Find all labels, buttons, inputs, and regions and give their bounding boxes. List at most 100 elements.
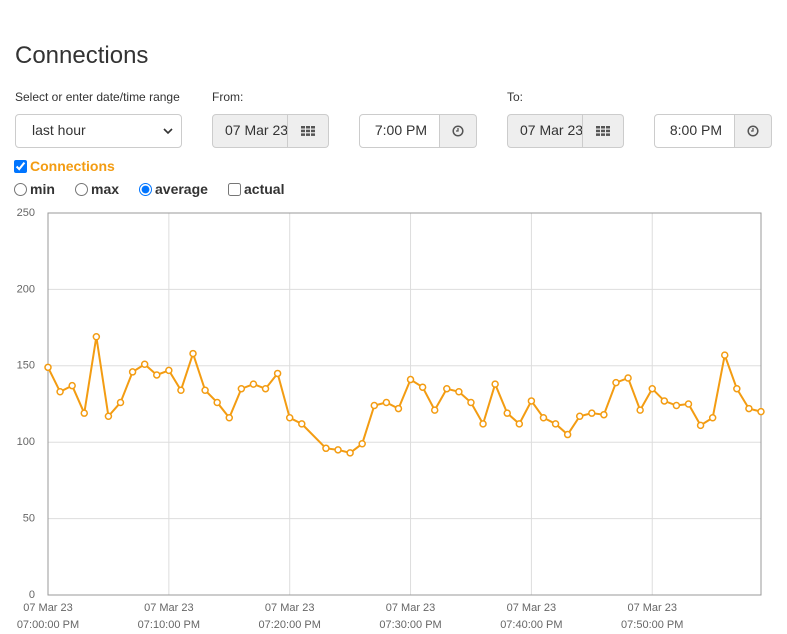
clock-icon	[452, 125, 464, 137]
clock-button[interactable]	[440, 114, 477, 148]
data-point	[92, 333, 101, 341]
x-tick-label: 07 Mar 23	[23, 602, 73, 614]
calendar-icon	[596, 126, 610, 136]
chevron-icon	[163, 128, 173, 135]
data-point	[189, 349, 197, 358]
statistic-option: max	[75, 181, 119, 197]
statistic-checkbox[interactable]	[228, 182, 241, 196]
y-tick-label: 0	[29, 589, 35, 601]
data-point	[44, 363, 52, 372]
data-point	[418, 383, 427, 391]
data-point	[636, 406, 644, 414]
x-tick-label: 07:50:00 PM	[621, 619, 683, 631]
calendar-button[interactable]	[583, 114, 624, 148]
data-point	[334, 446, 342, 454]
data-point	[165, 366, 173, 375]
range-label: Select or enter date/time range	[15, 90, 180, 104]
data-point	[708, 414, 717, 422]
data-point	[298, 420, 306, 428]
data-point	[660, 397, 669, 405]
data-point	[116, 398, 125, 407]
series-checkbox[interactable]	[14, 159, 27, 173]
data-point	[285, 414, 294, 422]
data-point	[588, 409, 596, 417]
from-label: From:	[212, 90, 244, 104]
data-point	[225, 414, 234, 422]
data-point	[503, 409, 511, 417]
data-point	[551, 420, 560, 428]
data-point	[249, 380, 258, 388]
statistic-label: min	[30, 181, 55, 197]
data-point	[684, 400, 693, 408]
statistic-radio[interactable]	[75, 182, 88, 196]
series-toggle: Connections	[14, 158, 115, 174]
data-point	[527, 397, 536, 405]
data-point	[600, 410, 608, 419]
statistic-radio[interactable]	[139, 182, 152, 196]
data-point	[370, 401, 379, 410]
statistic-option: average	[139, 181, 208, 197]
clock-icon	[747, 125, 759, 137]
y-tick-label: 100	[17, 436, 35, 448]
y-tick-label: 150	[17, 360, 35, 372]
data-point	[394, 404, 403, 413]
x-tick-label: 07:30:00 PM	[379, 619, 441, 631]
x-tick-label: 07:20:00 PM	[259, 619, 321, 631]
data-point	[624, 374, 632, 382]
data-point	[273, 369, 282, 378]
calendar-button[interactable]	[288, 114, 329, 148]
data-point	[672, 401, 681, 410]
statistic-radio[interactable]	[14, 182, 27, 196]
y-tick-label: 250	[17, 207, 35, 219]
statistic-label: average	[155, 181, 208, 197]
data-point	[648, 384, 656, 393]
data-point	[128, 368, 137, 376]
data-point	[612, 378, 620, 387]
from-time[interactable]: 7:00 PM	[359, 114, 440, 148]
data-point	[56, 388, 64, 396]
statistic-label: actual	[244, 181, 285, 197]
data-point	[140, 360, 149, 369]
data-point	[757, 407, 765, 416]
data-point	[491, 380, 499, 388]
data-point	[733, 384, 741, 393]
to-time[interactable]: 8:00 PM	[654, 114, 735, 148]
x-tick-label: 07:10:00 PM	[138, 619, 200, 631]
to-date[interactable]: 07 Mar 23	[507, 114, 583, 148]
page-title: Connections	[15, 42, 149, 69]
plot-border	[47, 212, 762, 596]
data-point	[479, 420, 487, 428]
y-tick-label: 200	[17, 283, 35, 295]
data-point	[104, 412, 113, 420]
from-date[interactable]: 07 Mar 23	[212, 114, 288, 148]
x-tick-label: 07:40:00 PM	[500, 619, 562, 631]
x-tick-label: 07 Mar 23	[144, 602, 194, 614]
data-point	[261, 384, 270, 393]
data-point	[515, 420, 524, 428]
statistic-option: actual	[228, 181, 284, 197]
x-tick-label: 07 Mar 23	[627, 602, 677, 614]
data-point	[382, 398, 391, 407]
x-tick-label: 07 Mar 23	[386, 602, 436, 614]
y-tick-label: 50	[23, 513, 35, 525]
data-point	[539, 414, 548, 422]
data-point	[153, 371, 161, 379]
x-tick-label: 07 Mar 23	[507, 602, 557, 614]
data-point	[80, 409, 89, 417]
range-select[interactable]: last hour	[15, 114, 182, 148]
data-point	[720, 351, 729, 359]
series-line	[47, 336, 762, 454]
data-point	[745, 404, 753, 413]
statistic-label: max	[91, 181, 120, 197]
data-point	[443, 384, 451, 393]
clock-button[interactable]	[735, 114, 772, 148]
data-point	[177, 386, 185, 394]
data-point	[237, 384, 246, 393]
data-point	[358, 439, 366, 448]
range-value: last hour	[32, 122, 86, 138]
data-point	[322, 444, 330, 453]
statistic-option: min	[14, 181, 55, 197]
data-point	[696, 421, 705, 430]
chart: 0 50 100 150 200 250 07 Mar 23 07:00:00 PM 07 Ma…	[17, 207, 765, 631]
x-tick-label: 07 Mar 23	[265, 602, 315, 614]
